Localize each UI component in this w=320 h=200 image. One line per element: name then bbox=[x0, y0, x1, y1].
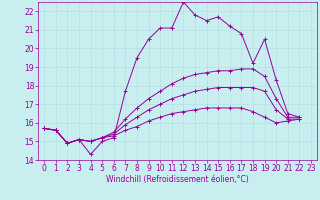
X-axis label: Windchill (Refroidissement éolien,°C): Windchill (Refroidissement éolien,°C) bbox=[106, 175, 249, 184]
